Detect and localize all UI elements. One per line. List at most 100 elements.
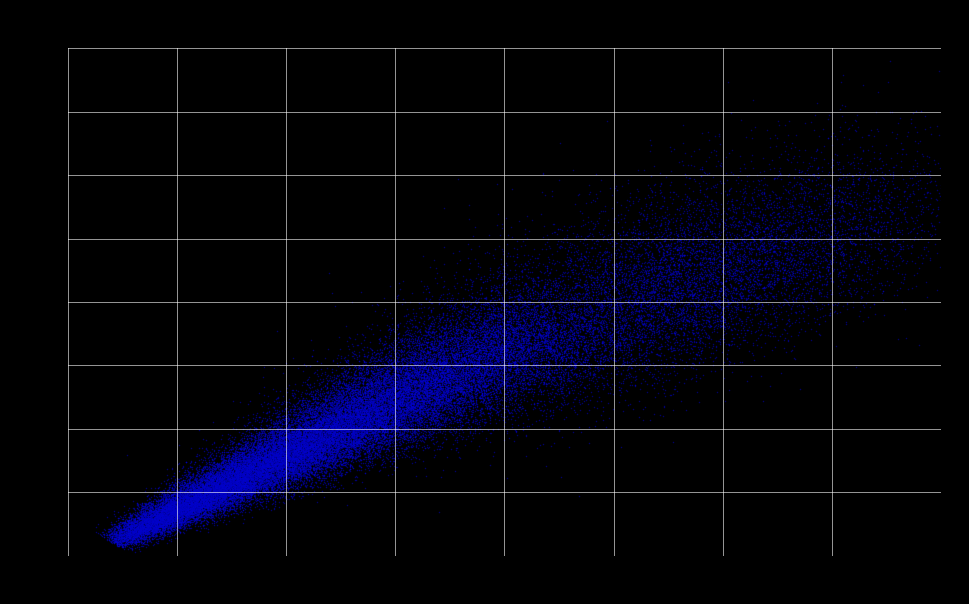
Point	[229, 463, 244, 473]
Point	[359, 446, 374, 456]
Point	[656, 370, 672, 379]
Point	[566, 298, 581, 307]
Point	[163, 515, 178, 525]
Point	[114, 530, 130, 540]
Point	[265, 452, 280, 461]
Point	[281, 439, 297, 448]
Point	[348, 427, 363, 437]
Point	[391, 410, 407, 420]
Point	[237, 482, 253, 492]
Point	[248, 426, 264, 435]
Point	[264, 478, 279, 487]
Point	[148, 510, 164, 520]
Point	[693, 319, 708, 329]
Point	[199, 487, 214, 496]
Point	[603, 347, 618, 357]
Point	[516, 312, 531, 322]
Point	[172, 506, 187, 516]
Point	[203, 493, 218, 503]
Point	[818, 279, 833, 289]
Point	[452, 313, 467, 323]
Point	[213, 467, 229, 477]
Point	[320, 443, 335, 452]
Point	[391, 375, 407, 385]
Point	[433, 373, 449, 383]
Point	[484, 368, 499, 378]
Point	[379, 397, 394, 406]
Point	[147, 515, 163, 524]
Point	[304, 407, 320, 417]
Point	[191, 487, 206, 496]
Point	[120, 518, 136, 528]
Point	[254, 445, 269, 455]
Point	[369, 357, 385, 367]
Point	[130, 501, 145, 510]
Point	[382, 410, 397, 420]
Point	[270, 429, 286, 439]
Point	[192, 471, 207, 481]
Point	[565, 260, 580, 270]
Point	[296, 467, 311, 477]
Point	[687, 281, 703, 291]
Point	[345, 414, 360, 423]
Point	[326, 430, 341, 440]
Point	[230, 483, 245, 492]
Point	[603, 299, 618, 309]
Point	[720, 251, 735, 261]
Point	[483, 407, 498, 417]
Point	[359, 444, 374, 454]
Point	[220, 478, 235, 488]
Point	[384, 358, 399, 367]
Point	[342, 405, 358, 415]
Point	[422, 413, 437, 422]
Point	[402, 426, 418, 436]
Point	[760, 195, 775, 205]
Point	[371, 431, 387, 441]
Point	[365, 387, 381, 396]
Point	[306, 458, 322, 467]
Point	[586, 265, 602, 275]
Point	[236, 443, 252, 453]
Point	[375, 358, 391, 368]
Point	[249, 455, 265, 465]
Point	[251, 462, 266, 472]
Point	[633, 208, 648, 217]
Point	[169, 510, 184, 519]
Point	[363, 391, 379, 400]
Point	[232, 484, 247, 493]
Point	[207, 480, 223, 489]
Point	[708, 263, 724, 273]
Point	[324, 444, 339, 454]
Point	[227, 509, 242, 518]
Point	[555, 316, 571, 326]
Point	[436, 387, 452, 397]
Point	[192, 500, 207, 509]
Point	[201, 506, 216, 515]
Point	[378, 423, 393, 432]
Point	[307, 459, 323, 469]
Point	[504, 306, 519, 316]
Point	[176, 479, 192, 489]
Point	[473, 299, 488, 309]
Point	[247, 436, 263, 446]
Point	[199, 475, 214, 485]
Point	[508, 379, 523, 388]
Point	[384, 407, 399, 417]
Point	[475, 382, 490, 391]
Point	[440, 394, 455, 403]
Point	[213, 512, 229, 522]
Point	[170, 508, 185, 518]
Point	[727, 213, 742, 223]
Point	[368, 449, 384, 458]
Point	[648, 233, 664, 242]
Point	[442, 404, 457, 414]
Point	[543, 365, 558, 375]
Point	[628, 353, 643, 363]
Point	[141, 513, 157, 522]
Point	[259, 473, 274, 483]
Point	[719, 261, 735, 271]
Point	[645, 304, 661, 313]
Point	[358, 439, 373, 449]
Point	[488, 407, 504, 417]
Point	[538, 324, 553, 334]
